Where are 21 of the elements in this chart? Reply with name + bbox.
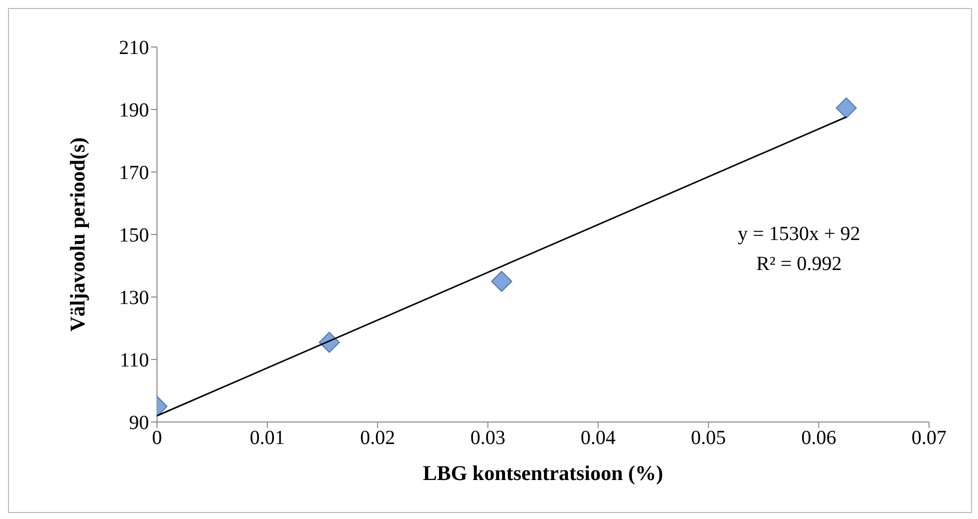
y-tick-label: 170 bbox=[119, 162, 149, 184]
y-tick-label: 150 bbox=[119, 224, 149, 247]
x-axis-title: LBG kontsentratsioon (%) bbox=[422, 461, 664, 485]
x-tick-label: 0.03 bbox=[470, 427, 506, 450]
y-axis-title: Väljavoolu periood(s) bbox=[65, 137, 90, 332]
x-tick-label: 0.06 bbox=[801, 427, 836, 450]
y-tick-label: 190 bbox=[119, 100, 149, 122]
x-tick-label: 0 bbox=[152, 427, 162, 450]
x-tick-label: 0.02 bbox=[360, 427, 396, 450]
y-tick-label: 90 bbox=[129, 412, 149, 434]
y-tick-label: 110 bbox=[120, 350, 149, 372]
y-tick-label: 130 bbox=[119, 287, 149, 310]
point bbox=[491, 270, 512, 292]
x-tick-label: 0.07 bbox=[912, 427, 946, 450]
point bbox=[836, 97, 857, 118]
y-tick-label: 210 bbox=[119, 37, 149, 60]
x-tick-label: 0.05 bbox=[690, 427, 726, 450]
annotation: R² = 0.992 bbox=[755, 252, 843, 277]
annotation: y = 1530x + 92 bbox=[736, 222, 862, 247]
x-tick-label: 0.04 bbox=[580, 427, 616, 450]
x-tick-label: 0.01 bbox=[250, 427, 285, 450]
